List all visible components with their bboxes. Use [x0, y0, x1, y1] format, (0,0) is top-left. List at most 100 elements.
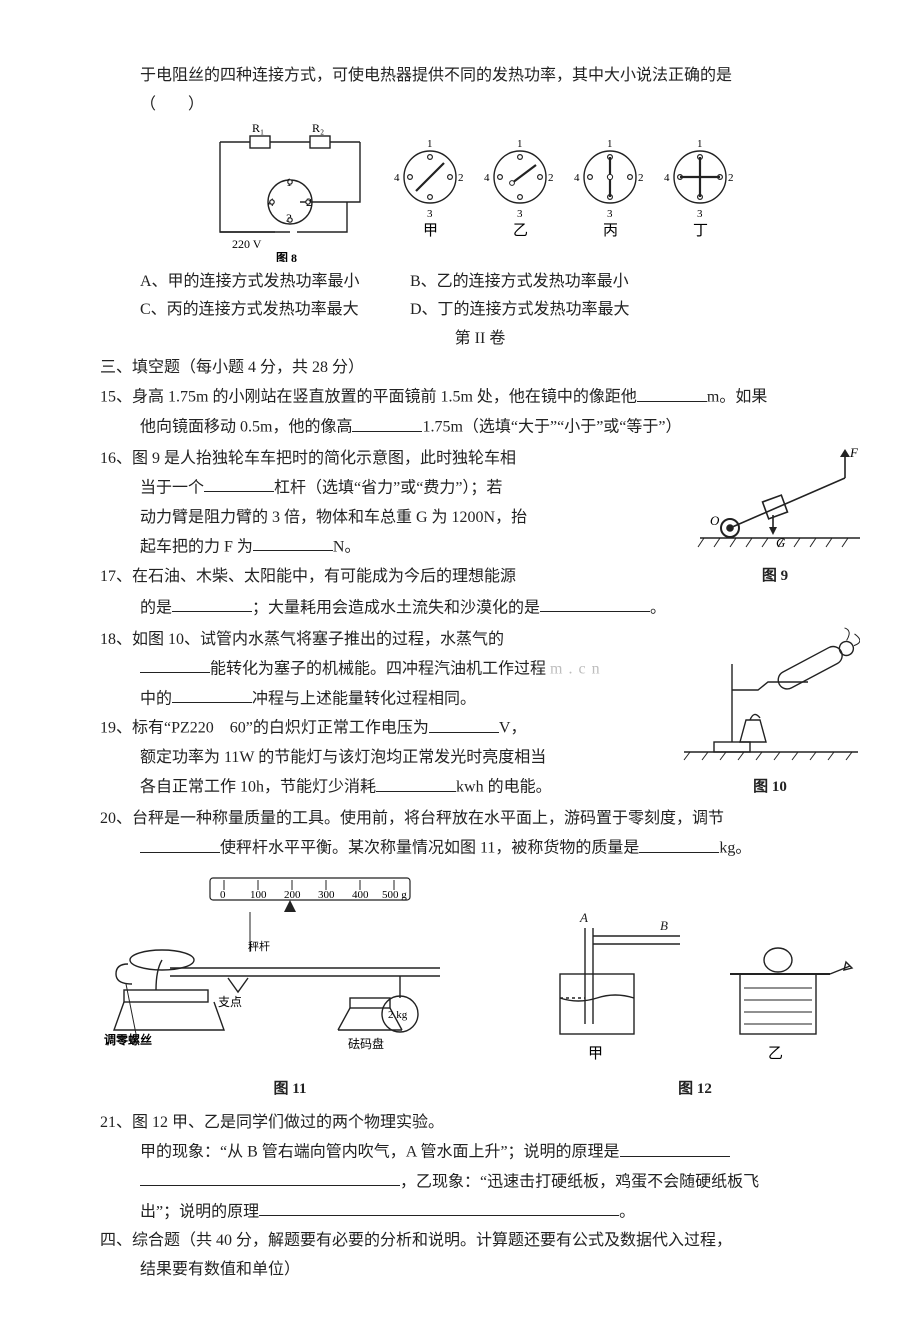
q16-l4: 起车把的力 F 为 N。: [100, 533, 678, 561]
q17b: 的是: [140, 599, 172, 616]
sec4-l2: 结果要有数值和单位）: [100, 1256, 860, 1283]
q19-l3: 各自正常工作 10h，节能灯少消耗 kwh 的电能。: [100, 773, 668, 801]
q15-line2: 他向镜面移动 0.5m，他的像高1.75m（选填“大于”“小于”或“等于”）: [100, 413, 860, 441]
fig12-label: 图 12: [530, 1077, 860, 1103]
q16c: 杠杆（选填“省力”或“费力”）；若: [274, 479, 502, 496]
blank-21-1[interactable]: [620, 1138, 730, 1157]
q18d: 冲程与上述能量转化过程相同。: [252, 690, 476, 707]
d-n4: 4: [394, 172, 400, 184]
figure-8: R₁ R₂ 220 V 1 2 3 4 图 8 1 2: [100, 122, 860, 262]
tray-label: 砝码盘: [348, 1036, 384, 1051]
d-n1: 1: [427, 138, 433, 150]
d-n2: 2: [458, 172, 464, 184]
q20b: 使秤杆水平平衡。某次称量情况如图 11，被称货物的质量是: [220, 840, 639, 857]
option-d: D、丁的连接方式发热功率最大: [410, 296, 630, 323]
f-label: F: [849, 445, 859, 460]
intro-line-2: （ ）: [100, 91, 860, 118]
q15-line1: 15、身高 1.75m 的小刚站在竖直放置的平面镜前 1.5m 处，他在镜中的像…: [100, 383, 860, 411]
fig8-label: 图 8: [276, 251, 297, 262]
d-n4d: 4: [664, 172, 670, 184]
q20-l2: 使秤杆水平平衡。某次称量情况如图 11，被称货物的质量是kg。: [100, 834, 860, 862]
blank-20-1[interactable]: [140, 834, 220, 853]
blank-15-1[interactable]: [637, 383, 707, 402]
q18-l2: 能转化为塞子的机械能。四冲程汽油机工作过程 m . c n: [100, 655, 668, 683]
d-n2c: 2: [638, 172, 644, 184]
q18c: 中的: [140, 690, 172, 707]
figure-10: 图 10: [680, 624, 860, 801]
q21-l1: 21、图 12 甲、乙是同学们做过的两个物理实验。: [100, 1109, 860, 1136]
d-n1b: 1: [517, 138, 523, 150]
q21d: 出”；说明的原理: [140, 1203, 259, 1220]
d-n2b: 2: [548, 172, 554, 184]
q21-l3: ，乙现象：“迅速击打硬纸板，鸡蛋不会随硬纸板飞: [100, 1168, 860, 1196]
watermark-text: m . c n: [550, 660, 601, 677]
option-b: B、乙的连接方式发热功率最小: [410, 268, 629, 295]
zero-label: 调零螺丝: [104, 1032, 152, 1047]
blank-16-1[interactable]: [204, 474, 274, 493]
q16e: 起车把的力 F 为: [140, 538, 253, 555]
q16f: N。: [333, 538, 361, 555]
q17-l1: 17、在石油、木柴、太阳能中，有可能成为今后的理想能源: [100, 563, 678, 590]
d-n4b: 4: [484, 172, 490, 184]
q21-l4: 出”；说明的原理。: [100, 1198, 860, 1226]
q18-l1: 18、如图 10、试管内水蒸气将塞子推出的过程，水蒸气的: [100, 626, 668, 653]
d-n3c: 3: [607, 208, 613, 220]
option-c: C、丙的连接方式发热功率最大: [100, 296, 410, 323]
d-ding: 丁: [693, 223, 708, 239]
d-n1d: 1: [697, 138, 703, 150]
q17d: 。: [650, 599, 666, 616]
q16-l1: 16、图 9 是人抬独轮车车把时的简化示意图，此时独轮车相: [100, 445, 678, 472]
d-jia: 甲: [423, 223, 438, 239]
q19d: 各自正常工作 10h，节能灯少消耗: [140, 779, 376, 796]
blank-18-2[interactable]: [172, 685, 252, 704]
q20-l1: 20、台秤是一种称量质量的工具。使用前，将台秤放在水平面上，游码置于零刻度，调节: [100, 805, 860, 832]
blank-18-1[interactable]: [140, 655, 210, 674]
d-n4c: 4: [574, 172, 580, 184]
blank-17-1[interactable]: [172, 594, 252, 613]
sc1: 100: [250, 889, 267, 901]
q15b: m。如果: [707, 389, 767, 406]
q18-l3: 中的 冲程与上述能量转化过程相同。: [100, 685, 668, 713]
blank-15-2[interactable]: [352, 413, 422, 432]
volt-label: 220 V: [232, 237, 262, 251]
part2-title: 第 II 卷: [100, 325, 860, 352]
sc4: 400: [352, 889, 369, 901]
sec4-l1: 四、综合题（共 40 分，解题要有必要的分析和说明。计算题还要有公式及数据代入过…: [100, 1227, 860, 1254]
figure-11-12-row: 0 100 200 300 400 500 g: [100, 868, 860, 1103]
d-bing: 丙: [603, 223, 618, 239]
q19b: V，: [499, 720, 527, 737]
q21c: ，乙现象：“迅速击打硬纸板，鸡蛋不会随硬纸板飞: [400, 1173, 759, 1190]
blank-21-3[interactable]: [259, 1198, 619, 1217]
d-n3b: 3: [517, 208, 523, 220]
figure-12: A B 甲 乙 图 12: [530, 888, 860, 1103]
d-n3: 3: [427, 208, 433, 220]
blank-21-2[interactable]: [140, 1168, 400, 1187]
option-a: A、甲的连接方式发热功率最小: [100, 268, 410, 295]
fig12-jia: 甲: [588, 1046, 603, 1062]
mass-label: 2 kg: [388, 1009, 408, 1021]
intro-line-1: 于电阻丝的四种连接方式，可使电热器提供不同的发热功率，其中大小说法正确的是: [100, 62, 860, 89]
sc5: 500 g: [382, 889, 407, 901]
g-label: G: [776, 535, 786, 550]
blank-20-2[interactable]: [639, 834, 719, 853]
fig9-label: 图 9: [690, 564, 860, 590]
blank-19-1[interactable]: [429, 714, 499, 733]
section-3-title: 三、填空题（每小题 4 分，共 28 分）: [100, 354, 860, 381]
q19a: 19、标有“PZ220 60”的白炽灯正常工作电压为: [100, 720, 429, 737]
q15d: 1.75m（选填“大于”“小于”或“等于”）: [422, 419, 681, 436]
sc0: 0: [220, 889, 226, 901]
q16-l2: 当于一个 杠杆（选填“省力”或“费力”）；若: [100, 474, 678, 502]
d-n1c: 1: [607, 138, 613, 150]
r1-label: R₁: [252, 122, 264, 135]
q19e: kwh 的电能。: [456, 779, 552, 796]
blank-16-2[interactable]: [253, 533, 333, 552]
d-n3d: 3: [697, 208, 703, 220]
q17-l2: 的是；大量耗用会造成水土流失和沙漠化的是。: [100, 594, 860, 622]
fig12-yi: 乙: [768, 1046, 783, 1062]
tube-a: A: [579, 910, 588, 925]
blank-19-2[interactable]: [376, 773, 456, 792]
q19-l1: 19、标有“PZ220 60”的白炽灯正常工作电压为 V，: [100, 714, 668, 742]
tube-b: B: [660, 918, 668, 933]
blank-17-2[interactable]: [540, 594, 650, 613]
q16b: 当于一个: [140, 479, 204, 496]
